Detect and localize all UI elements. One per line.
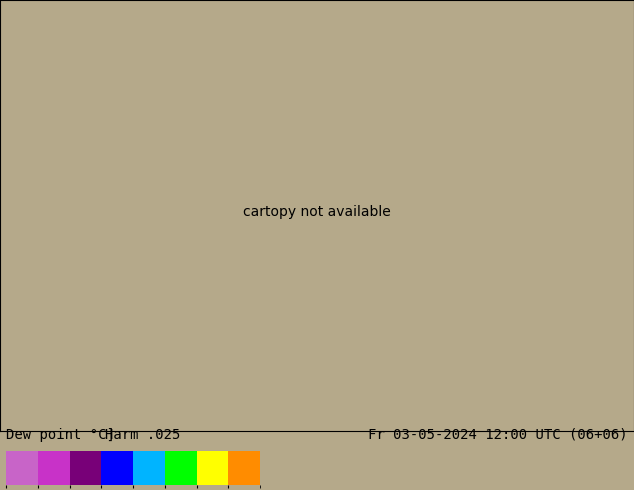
Text: Harm .025: Harm .025 [105, 428, 180, 442]
Text: cartopy not available: cartopy not available [243, 205, 391, 219]
Text: Fr 03-05-2024 12:00 UTC (06+06): Fr 03-05-2024 12:00 UTC (06+06) [368, 428, 628, 442]
Text: Dew point °C]: Dew point °C] [6, 428, 115, 442]
